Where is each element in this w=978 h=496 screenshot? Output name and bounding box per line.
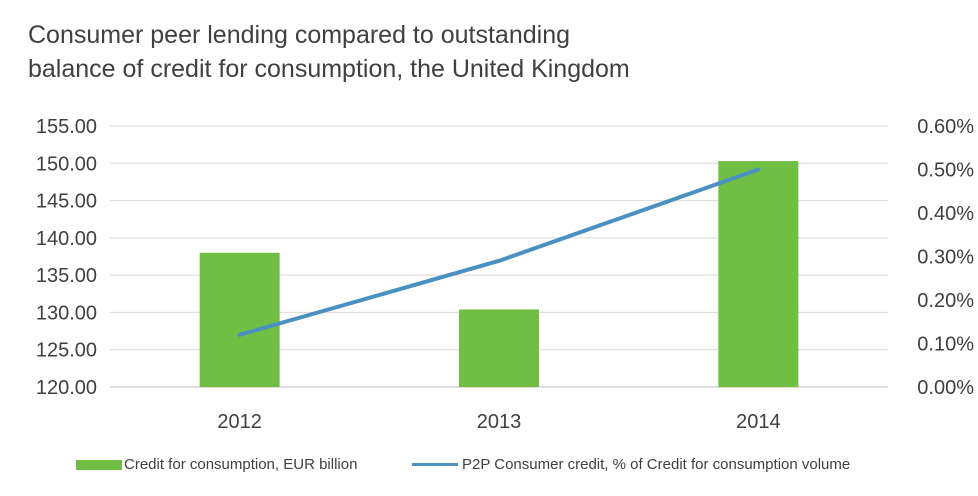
y-right-tick-label: 0.50% [917,160,974,182]
y-right-tick-label: 0.30% [917,247,974,269]
y-right-tick-label: 0.00% [917,377,974,399]
legend-label-line: P2P Consumer credit, % of Credit for con… [462,456,851,473]
series-line [237,167,761,337]
chart-title-line-1: Consumer peer lending compared to outsta… [28,21,571,49]
bar [199,252,280,387]
bar [718,161,799,387]
legend-item-line: P2P Consumer credit, % of Credit for con… [412,456,850,473]
x-tick-label: 2012 [217,411,262,433]
chart-plot: 120.00 125.00 130.00 135.00 140.00 145.00 150.… [36,116,974,433]
chart-title-line-2: balance of credit for consumption, the U… [28,55,630,83]
y-right-tick-label: 0.10% [917,334,974,356]
y-left-tick-label: 125.00 [36,340,97,362]
y-left-tick-label: 155.00 [36,116,97,138]
x-tick-label: 2013 [477,411,522,433]
y-left-tick-label: 145.00 [36,191,97,213]
legend-swatch-bar [76,459,122,470]
y-left-tick-label: 135.00 [36,265,97,287]
legend-item-bars: Credit for consumption, EUR billion [76,456,357,473]
chart-legend: Credit for consumption, EUR billion P2P … [0,456,978,478]
y-left-tick-label: 120.00 [36,377,97,399]
legend-label-bars: Credit for consumption, EUR billion [124,456,358,473]
legend-swatch-line [412,463,458,466]
x-tick-label: 2014 [736,411,781,433]
y-right-tick-label: 0.60% [917,116,974,138]
y-left-tick-label: 150.00 [36,153,97,175]
y-left-tick-label: 130.00 [36,302,97,324]
y-right-tick-label: 0.40% [917,203,974,225]
y-right-tick-label: 0.20% [917,290,974,312]
chart-title: Consumer peer lending compared to outsta… [28,18,748,86]
bar [459,309,539,387]
y-left-tick-label: 140.00 [36,228,97,250]
